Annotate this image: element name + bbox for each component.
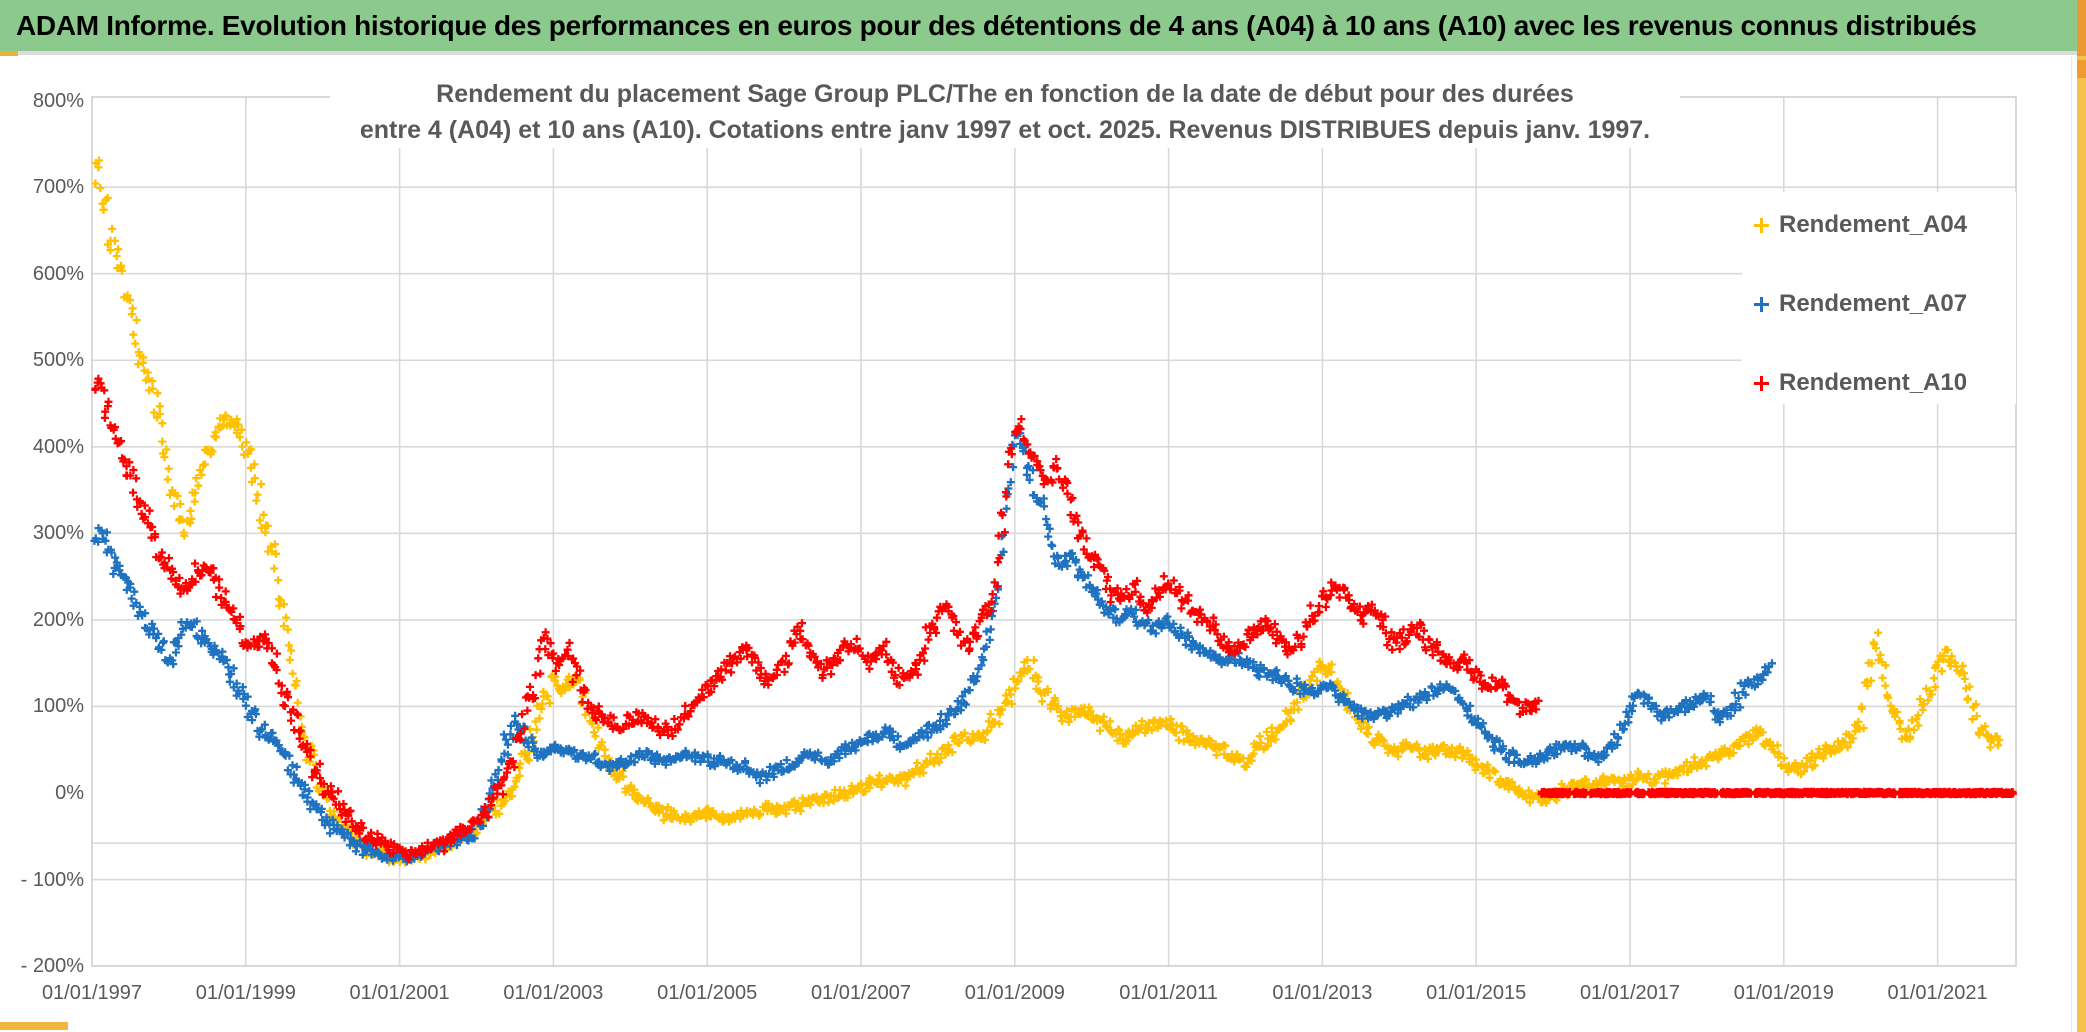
x-tick-label: 01/01/2011: [1119, 982, 1218, 1004]
y-tick-label: 300%: [32, 522, 84, 545]
x-tick-label: 01/01/2013: [1272, 982, 1373, 1004]
series-a07-points: [90, 429, 1776, 866]
orange-accent-right-top: [2077, 0, 2086, 56]
y-tick-label: 200%: [32, 608, 84, 631]
orange-accent-right-block: [2077, 60, 2086, 78]
banner-shadow-divider: [0, 51, 2086, 55]
legend-label: Rendement_A04: [1779, 211, 1968, 238]
legend-item-a10: Rendement_A10: [1742, 361, 2016, 405]
banner-title: ADAM Informe. Evolution historique des p…: [16, 9, 1977, 41]
x-tick-label: 01/01/1997: [41, 982, 143, 1004]
plus-marker-icon: [1754, 375, 1769, 391]
y-tick-label: 500%: [32, 349, 84, 372]
y-tick-label: 800%: [32, 89, 84, 112]
y-tick-label: - 200%: [20, 955, 84, 978]
series-a10-flat-zero-line: [1537, 787, 2017, 799]
x-tick-label: 01/01/2007: [810, 982, 912, 1004]
x-tick-label: 01/01/2019: [1733, 982, 1834, 1004]
plus-marker-icon: [1754, 217, 1769, 233]
x-tick-label: 01/01/2003: [503, 982, 604, 1004]
y-tick-label: 0%: [55, 782, 84, 804]
legend-item-a07: Rendement_A07: [1742, 282, 2016, 326]
x-tick-label: 01/01/2005: [657, 982, 758, 1004]
y-tick-label: 700%: [32, 176, 84, 199]
gold-accent-right-strip: [2077, 0, 2086, 1032]
y-tick-label: - 100%: [20, 868, 84, 891]
x-tick-label: 01/01/2021: [1887, 982, 1988, 1004]
chart-outer-border: [2071, 56, 2072, 1032]
series-a04-points: [91, 156, 2004, 867]
gold-accent-top-left: [0, 51, 18, 56]
series-a10-points: [91, 374, 1543, 864]
chart-title: Rendement du placement Sage Group PLC/Th…: [330, 76, 1680, 148]
y-tick-label: 600%: [32, 262, 84, 285]
legend: Rendement_A04 Rendement_A07 Rendement_A1…: [1742, 192, 2016, 404]
x-tick-label: 01/01/2015: [1426, 982, 1527, 1004]
plus-marker-icon: [1754, 296, 1769, 312]
gold-accent-bottom-left: [0, 1022, 68, 1030]
y-tick-label: 100%: [32, 695, 84, 718]
header-banner: ADAM Informe. Evolution historique des p…: [0, 0, 2086, 51]
x-tick-label: 01/01/1999: [195, 982, 296, 1004]
legend-label: Rendement_A07: [1779, 290, 1968, 317]
x-tick-label: 01/01/2017: [1579, 982, 1681, 1004]
chart-title-line2: entre 4 (A04) et 10 ans (A10). Cotations…: [359, 116, 1651, 144]
legend-label: Rendement_A10: [1779, 369, 1968, 396]
x-tick-label: 01/01/2001: [349, 982, 450, 1004]
x-tick-label: 01/01/2009: [964, 982, 1065, 1004]
chart-title-line1: Rendement du placement Sage Group PLC/Th…: [436, 80, 1574, 108]
legend-item-a04: Rendement_A04: [1742, 203, 2016, 247]
y-tick-label: 400%: [32, 435, 84, 458]
